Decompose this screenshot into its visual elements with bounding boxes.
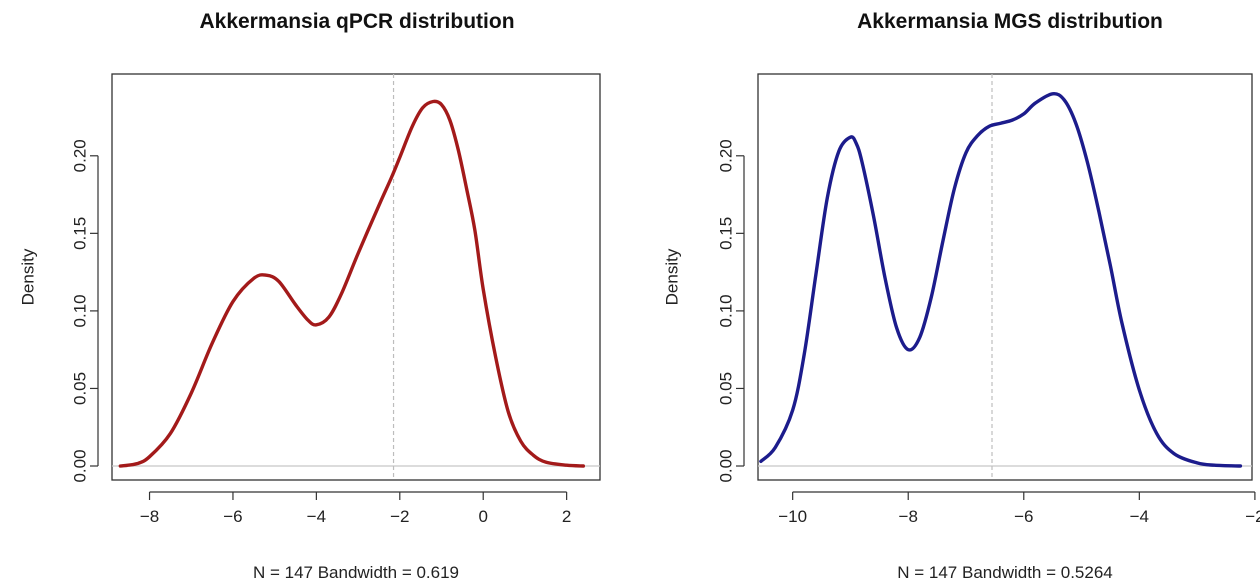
qpcr-x-tick-label: −6 bbox=[223, 507, 242, 526]
qpcr-y-tick-label: 0.15 bbox=[71, 217, 90, 250]
qpcr-y-tick-label: 0.20 bbox=[71, 139, 90, 172]
qpcr-y-tick-label: 0.10 bbox=[71, 294, 90, 327]
chart-panel-qpcr: Akkermansia qPCR distribution −8 −6 −4 −2 0 2 0… bbox=[19, 10, 601, 582]
mgs-x-tick-label: −4 bbox=[1130, 507, 1149, 526]
mgs-x-tick-label: −2 bbox=[1245, 507, 1260, 526]
qpcr-y-tick-label: 0.05 bbox=[71, 372, 90, 405]
qpcr-x-tick-label: 0 bbox=[478, 507, 487, 526]
qpcr-x-tick-label: −8 bbox=[140, 507, 159, 526]
mgs-y-tick-label: 0.00 bbox=[717, 449, 736, 482]
mgs-y-tick-label: 0.10 bbox=[717, 294, 736, 327]
mgs-density-curve bbox=[759, 91, 1243, 468]
qpcr-x-tick-label: 2 bbox=[562, 507, 571, 526]
qpcr-density-curve bbox=[118, 99, 586, 468]
qpcr-plot-frame bbox=[111, 73, 601, 481]
qpcr-chart-title: Akkermansia qPCR distribution bbox=[199, 10, 514, 33]
mgs-chart-title: Akkermansia MGS distribution bbox=[857, 10, 1163, 33]
mgs-x-tick-label: −10 bbox=[778, 507, 807, 526]
mgs-density-chart: Akkermansia MGS distribution −10 −8 −6 −4 −2 0… bbox=[663, 10, 1260, 582]
qpcr-x-tick-label: −2 bbox=[390, 507, 409, 526]
chart-panel-mgs: Akkermansia MGS distribution −10 −8 −6 −4 −2 0… bbox=[630, 0, 1260, 584]
mgs-x-tick-label: −8 bbox=[899, 507, 918, 526]
qpcr-x-tick-label: −4 bbox=[307, 507, 326, 526]
qpcr-y-axis-label: Density bbox=[19, 248, 38, 305]
qpcr-x-axis-label: N = 147 Bandwidth = 0.619 bbox=[253, 563, 459, 582]
qpcr-density-chart: Akkermansia qPCR distribution −8 −6 −4 −2 0 2 0… bbox=[19, 10, 601, 582]
mgs-y-tick-label: 0.15 bbox=[717, 217, 736, 250]
mgs-y-axis-label: Density bbox=[663, 248, 682, 305]
mgs-x-axis-label: N = 147 Bandwidth = 0.5264 bbox=[897, 563, 1113, 582]
mgs-x-tick-label: −6 bbox=[1014, 507, 1033, 526]
qpcr-y-tick-label: 0.00 bbox=[71, 449, 90, 482]
mgs-plot-frame bbox=[757, 73, 1253, 481]
mgs-y-tick-label: 0.05 bbox=[717, 372, 736, 405]
mgs-y-tick-label: 0.20 bbox=[717, 139, 736, 172]
